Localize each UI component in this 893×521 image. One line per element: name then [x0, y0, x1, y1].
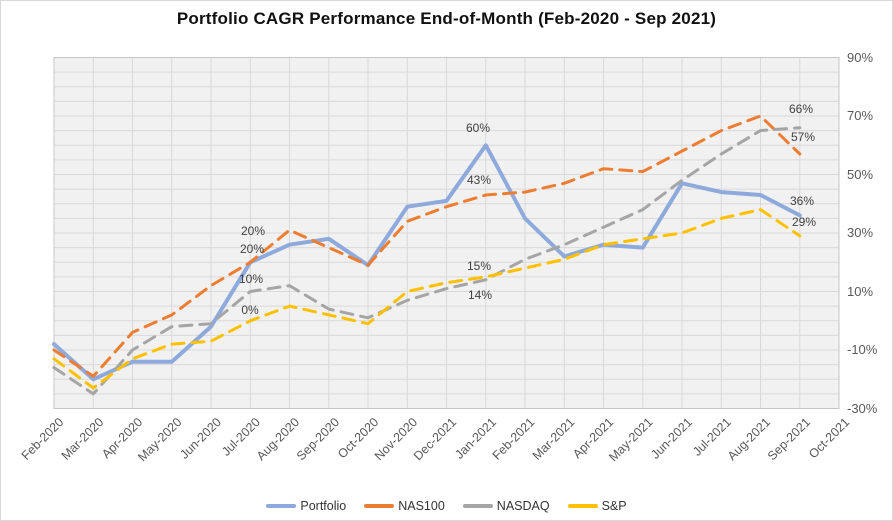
data-label: 15% [466, 259, 492, 273]
data-label: 29% [791, 215, 817, 229]
series-line-nasdaq [52, 126, 802, 396]
data-label: 43% [466, 173, 492, 187]
y-tick-label: 10% [847, 283, 874, 299]
legend-swatch-icon [266, 504, 297, 508]
legend-label: NAS100 [398, 499, 445, 513]
legend-label: S&P [601, 499, 627, 513]
y-tick-label: -10% [847, 342, 878, 357]
data-label: 36% [789, 194, 815, 208]
series-line-nas100 [52, 114, 802, 378]
plot-border [53, 57, 840, 409]
data-label: 20% [240, 224, 266, 238]
chart-title: Portfolio CAGR Performance End-of-Month … [176, 9, 717, 28]
legend-swatch-icon [364, 504, 395, 508]
y-tick-label: 50% [847, 166, 874, 182]
data-label: 66% [788, 102, 814, 116]
legend-item-portfolio[interactable]: Portfolio [266, 499, 346, 513]
legend-label: NASDAQ [496, 499, 550, 513]
legend-swatch-icon [567, 504, 598, 508]
legend-label: Portfolio [300, 499, 347, 513]
data-label: 20% [239, 242, 265, 256]
legend-item-nas100[interactable]: NAS100 [364, 499, 445, 513]
legend-item-nasdaq[interactable]: NASDAQ [462, 499, 550, 513]
legend-item-sp[interactable]: S&P [567, 499, 627, 513]
data-label: 14% [467, 288, 493, 302]
series-line-portfolio [52, 143, 802, 382]
data-label: 57% [790, 130, 816, 144]
data-label: 60% [465, 121, 491, 135]
data-label: 10% [238, 272, 264, 286]
y-tick-label: 30% [847, 225, 874, 240]
legend-swatch-icon [462, 504, 493, 508]
y-tick-label: 70% [847, 108, 874, 123]
data-label: 0% [241, 303, 259, 317]
series-line-sp [52, 208, 802, 390]
y-tick-label: 90% [847, 49, 874, 65]
legend: Portfolio NAS100 NASDAQ S&P [1, 499, 892, 513]
y-tick-label: -30% [847, 400, 878, 416]
